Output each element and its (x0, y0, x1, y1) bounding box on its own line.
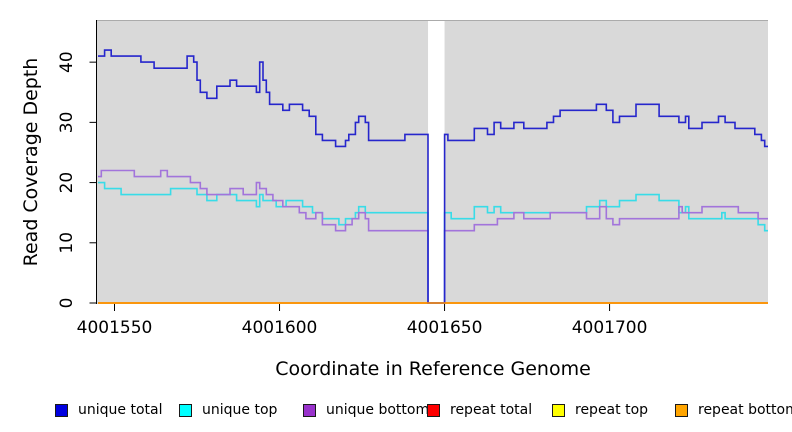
legend-item-repeat-total: repeat total (427, 398, 532, 422)
legend-label: repeat top (575, 402, 649, 418)
x-axis-title: Coordinate in Reference Genome (275, 358, 591, 380)
legend-item-unique-bottom: unique bottom (303, 398, 429, 422)
legend-label: unique total (78, 402, 163, 418)
legend-item-unique-top: unique top (179, 398, 277, 422)
legend-item-repeat-top: repeat top (552, 398, 648, 422)
legend-label: repeat total (450, 402, 533, 418)
repeat-top-swatch-icon (552, 403, 565, 417)
x-tick-label: 4001700 (572, 318, 648, 338)
x-tick-label: 4001600 (242, 318, 318, 338)
coverage-gap-band (428, 21, 445, 303)
legend-label: repeat bottom (698, 402, 792, 418)
x-tick-label: 4001550 (77, 318, 153, 338)
y-tick-label: 10 (57, 232, 77, 254)
y-tick-label: 20 (57, 172, 77, 194)
x-tick-label: 4001650 (407, 318, 483, 338)
y-tick-label: 30 (57, 112, 77, 134)
repeat-total-swatch-icon (427, 403, 440, 417)
series-line-unique-total (98, 49, 768, 304)
y-axis-title: Read Coverage Depth (20, 57, 42, 267)
legend-label: unique top (202, 402, 278, 418)
series-line-unique-bottom (98, 169, 768, 304)
unique-bottom-swatch-icon (303, 403, 316, 417)
chart-legend: unique total unique top unique bottom re… (0, 398, 792, 424)
legend-label: unique bottom (326, 402, 430, 418)
y-tick-label: 40 (57, 51, 77, 73)
y-tick-label: 0 (57, 298, 77, 309)
legend-item-unique-total: unique total (55, 398, 162, 422)
unique-top-swatch-icon (179, 403, 192, 417)
legend-item-repeat-bottom: repeat bottom (675, 398, 792, 422)
unique-total-swatch-icon (55, 403, 68, 417)
repeat-bottom-swatch-icon (675, 403, 688, 417)
